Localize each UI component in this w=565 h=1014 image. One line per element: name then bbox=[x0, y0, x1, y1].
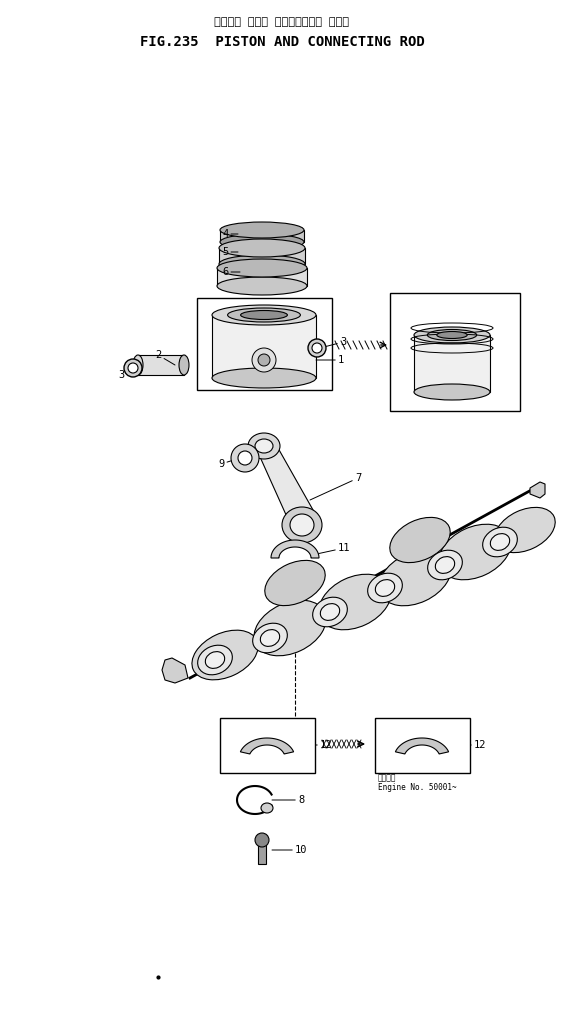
Bar bbox=[197, 298, 332, 390]
Ellipse shape bbox=[320, 603, 340, 621]
Polygon shape bbox=[220, 230, 304, 242]
Text: 7: 7 bbox=[310, 473, 361, 500]
Text: 4: 4 bbox=[222, 229, 238, 239]
Text: 6: 6 bbox=[222, 267, 240, 277]
Text: 1: 1 bbox=[475, 365, 496, 375]
Ellipse shape bbox=[319, 574, 391, 630]
Polygon shape bbox=[217, 268, 307, 286]
Polygon shape bbox=[219, 248, 305, 264]
Ellipse shape bbox=[217, 277, 307, 295]
Ellipse shape bbox=[495, 507, 555, 553]
Ellipse shape bbox=[308, 339, 326, 357]
Polygon shape bbox=[252, 448, 317, 533]
Ellipse shape bbox=[390, 517, 450, 563]
Text: 12: 12 bbox=[305, 740, 332, 750]
Ellipse shape bbox=[260, 630, 280, 646]
Ellipse shape bbox=[439, 524, 511, 580]
Ellipse shape bbox=[255, 439, 273, 453]
Ellipse shape bbox=[220, 222, 304, 238]
Text: 5: 5 bbox=[222, 247, 238, 257]
Ellipse shape bbox=[368, 573, 402, 602]
Text: 適用番号: 適用番号 bbox=[393, 300, 411, 309]
Polygon shape bbox=[396, 738, 449, 754]
Bar bbox=[375, 718, 470, 773]
Polygon shape bbox=[240, 738, 294, 754]
Text: 12: 12 bbox=[455, 740, 486, 750]
Text: Engine No. 50001~: Engine No. 50001~ bbox=[393, 311, 472, 320]
Ellipse shape bbox=[312, 343, 322, 353]
Text: 10: 10 bbox=[272, 845, 307, 855]
Text: 8: 8 bbox=[272, 795, 304, 805]
Ellipse shape bbox=[254, 600, 326, 656]
Polygon shape bbox=[530, 482, 545, 498]
Ellipse shape bbox=[219, 239, 305, 257]
Polygon shape bbox=[138, 355, 184, 375]
Text: 3: 3 bbox=[320, 337, 346, 348]
Bar bbox=[220, 718, 315, 773]
Ellipse shape bbox=[248, 433, 280, 459]
Ellipse shape bbox=[228, 308, 301, 322]
Ellipse shape bbox=[255, 832, 269, 847]
Ellipse shape bbox=[483, 527, 518, 557]
Text: 3: 3 bbox=[118, 368, 133, 380]
Polygon shape bbox=[414, 335, 490, 392]
Ellipse shape bbox=[312, 597, 347, 627]
Ellipse shape bbox=[128, 363, 138, 373]
Ellipse shape bbox=[253, 624, 288, 653]
Ellipse shape bbox=[427, 330, 477, 341]
Polygon shape bbox=[162, 658, 188, 683]
Ellipse shape bbox=[198, 645, 232, 674]
Text: 11: 11 bbox=[312, 544, 350, 555]
Ellipse shape bbox=[261, 803, 273, 813]
Ellipse shape bbox=[282, 507, 322, 544]
Ellipse shape bbox=[414, 384, 490, 400]
Ellipse shape bbox=[124, 359, 142, 377]
Ellipse shape bbox=[379, 551, 451, 605]
Ellipse shape bbox=[290, 514, 314, 536]
Text: 9: 9 bbox=[218, 458, 240, 469]
Ellipse shape bbox=[241, 310, 288, 319]
Ellipse shape bbox=[192, 630, 258, 679]
Ellipse shape bbox=[133, 355, 143, 375]
Text: 適用番号: 適用番号 bbox=[378, 774, 397, 783]
Text: 1: 1 bbox=[316, 355, 344, 365]
Ellipse shape bbox=[435, 557, 455, 573]
Ellipse shape bbox=[428, 551, 462, 580]
Text: Engine No. 50001~: Engine No. 50001~ bbox=[378, 784, 457, 793]
Ellipse shape bbox=[212, 368, 316, 388]
Ellipse shape bbox=[179, 355, 189, 375]
Text: FIG.235  PISTON AND CONNECTING ROD: FIG.235 PISTON AND CONNECTING ROD bbox=[140, 35, 424, 49]
Ellipse shape bbox=[217, 259, 307, 277]
Ellipse shape bbox=[414, 327, 490, 343]
Ellipse shape bbox=[258, 354, 270, 366]
Ellipse shape bbox=[231, 444, 259, 472]
Text: ピストン および コネクティング ロッド: ピストン および コネクティング ロッド bbox=[215, 17, 350, 27]
Polygon shape bbox=[212, 315, 316, 378]
Ellipse shape bbox=[220, 234, 304, 250]
Text: 2: 2 bbox=[155, 350, 175, 365]
Ellipse shape bbox=[212, 305, 316, 325]
Ellipse shape bbox=[238, 451, 252, 465]
Ellipse shape bbox=[437, 332, 467, 339]
Ellipse shape bbox=[265, 561, 325, 605]
Polygon shape bbox=[271, 540, 319, 558]
Ellipse shape bbox=[490, 533, 510, 551]
Polygon shape bbox=[258, 842, 266, 864]
Bar bbox=[390, 293, 520, 411]
Ellipse shape bbox=[205, 652, 225, 668]
Ellipse shape bbox=[375, 580, 395, 596]
Ellipse shape bbox=[219, 255, 305, 273]
Ellipse shape bbox=[252, 348, 276, 372]
